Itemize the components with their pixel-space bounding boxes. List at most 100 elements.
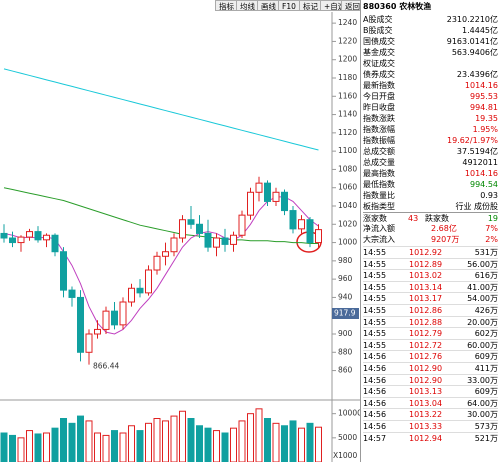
y-tick-label: 880: [338, 347, 353, 356]
flow-value: 2.68亿: [431, 224, 457, 233]
stat-label: 昨日收盘: [363, 103, 395, 112]
trade-price: 1012.90: [409, 364, 443, 373]
stat-value: 9163.0141亿: [446, 37, 498, 46]
volume-bar: [213, 430, 220, 462]
trade-price: 1013.22: [409, 410, 443, 420]
y-tick-label: 1240: [338, 18, 357, 27]
y-tick-label: 1160: [338, 91, 357, 100]
stat-row: 最低指数 994.54: [363, 179, 498, 190]
stat-label: 最低指数: [363, 180, 395, 189]
candle-body: [77, 296, 84, 353]
up-label: 涨家数: [363, 214, 387, 223]
trade-row: 14:56 1013.04 64.00万: [363, 396, 498, 409]
y-tick-label: 1040: [338, 201, 357, 210]
y-tick-label: 1220: [338, 36, 357, 45]
trade-row: 14:55 1012.89 56.00万: [363, 257, 498, 270]
y-tick-label: 1020: [338, 219, 357, 228]
stat-value: 23.4396亿: [456, 70, 498, 79]
volume-bar: [238, 420, 246, 462]
kline-chart: 8608809009209409609801000102010401060108…: [0, 12, 360, 462]
volume-bar: [196, 425, 203, 462]
volume-bar: [51, 427, 59, 462]
stat-value: 994.54: [470, 180, 498, 189]
candle-body: [43, 234, 50, 241]
trade-time: 14:55: [363, 271, 387, 281]
trade-volume: 60.00万: [467, 340, 498, 350]
trade-row: 14:56 1013.33 573万: [363, 420, 498, 432]
candle-body: [289, 210, 297, 230]
volume-bar: [128, 425, 135, 462]
stat-row: 指数量比 0.93: [363, 190, 498, 201]
trade-volume: 411万: [474, 364, 498, 373]
toolbar-button[interactable]: F10: [278, 0, 300, 11]
stat-row: 板指类型 行业 成份股: [363, 201, 498, 212]
stat-label: 总成交额: [363, 147, 395, 156]
trade-row: 14:56 1012.90 33.00万: [363, 373, 498, 386]
candle-body: [298, 219, 305, 230]
trade-row: 14:55 1012.72 60.00万: [363, 338, 498, 351]
candle-body: [51, 234, 59, 253]
volume-bar: [221, 432, 229, 462]
trade-volume: 531万: [474, 248, 498, 257]
y-tick-label: 1180: [338, 73, 357, 82]
trade-volume: 56.00万: [467, 259, 498, 269]
candle-body: [272, 191, 280, 202]
candle-body: [213, 237, 220, 248]
candle-body: [111, 310, 118, 326]
code: 880360: [363, 2, 397, 11]
toolbar-button[interactable]: 标记: [299, 0, 322, 11]
trade-volume: 64.00万: [467, 398, 498, 408]
volume-bar: [34, 433, 42, 462]
stat-row: 基金成交 563.9406亿: [363, 47, 498, 58]
stat-row: 权证成交: [363, 58, 498, 69]
flow-row: 大宗流入 9207万 2%: [363, 234, 498, 245]
down-count: 19: [487, 214, 498, 223]
trade-volume: 30.00万: [467, 410, 498, 420]
stat-label: 今日开盘: [363, 92, 395, 101]
volume-bar: [9, 434, 16, 462]
stat-value: 4912011: [462, 158, 498, 167]
ma-line: [3, 196, 319, 335]
stat-label: 最新指数: [363, 81, 395, 90]
trade-row: 14:55 1013.14 41.00万: [363, 280, 498, 293]
volume-bar: [162, 420, 169, 462]
volume-bar: [179, 410, 186, 462]
y-tick-label: 860: [338, 366, 353, 375]
volume-bar: [145, 422, 152, 462]
trade-volume: 609万: [474, 387, 498, 397]
stat-value: 1014.16: [464, 169, 498, 178]
candle-body: [9, 237, 16, 244]
ma-line: [3, 68, 319, 151]
down-label: 跌家数: [425, 214, 449, 223]
candle-body: [247, 191, 254, 216]
toolbar-button[interactable]: 画线: [257, 0, 280, 11]
stat-row: 指数涨幅 1.95%: [363, 124, 498, 135]
trade-row: 14:55 1013.02 616万: [363, 269, 498, 281]
y-tick-label: 1080: [338, 164, 357, 173]
candle-body: [255, 182, 263, 193]
trade-row: 14:56 1013.22 30.00万: [363, 408, 498, 420]
candle-body: [204, 232, 212, 248]
trade-time: 14:55: [363, 282, 387, 292]
stat-label: 基金成交: [363, 48, 395, 57]
stat-value: 2310.2210亿: [446, 15, 498, 24]
trade-row: 14:55 1012.86 426万: [363, 304, 498, 316]
stat-value: 19.62/1.97%: [446, 136, 498, 145]
trade-row: 14:55 1013.17 54.00万: [363, 292, 498, 304]
stat-row: 国债成交 9163.0141亿: [363, 36, 498, 47]
toolbar-button[interactable]: 均线: [236, 0, 259, 11]
toolbar-button[interactable]: 指标: [215, 0, 238, 11]
trade-time: 14:55: [363, 317, 387, 327]
volume-bar: [77, 415, 84, 462]
stat-value: 994.81: [470, 103, 498, 112]
volume-bar: [187, 418, 195, 462]
candle-body: [102, 310, 110, 330]
trade-time: 14:55: [363, 259, 387, 269]
volume-bar: [102, 434, 110, 462]
trade-time: 14:56: [363, 422, 387, 431]
quote-panel: 880360 农林牧渔 A股成交 2310.2210亿 B股成交 1.4445亿 国债成…: [360, 0, 500, 462]
candle-body: [60, 251, 67, 291]
stat-label: B股成交: [363, 26, 393, 35]
candle-body: [145, 269, 152, 294]
